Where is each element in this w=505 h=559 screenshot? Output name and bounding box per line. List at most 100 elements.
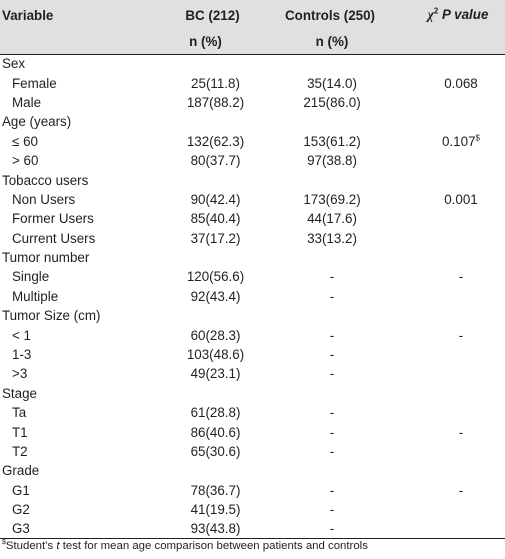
row-label: Non Users — [12, 191, 76, 207]
bc-cell: 37(17.2) — [190, 230, 241, 246]
bc-cell: 132(62.3) — [186, 133, 245, 149]
bc-cell: 49(23.1) — [190, 366, 241, 382]
section-controls-blank — [255, 112, 391, 131]
section-label: Age (years) — [2, 114, 72, 130]
section-p-blank — [391, 112, 505, 131]
header-p-blank — [391, 30, 505, 55]
bc-cell: 187(88.2) — [186, 94, 245, 110]
chi-symbol: χ — [427, 7, 434, 22]
controls-cell: - — [329, 502, 335, 518]
row-label: Single — [12, 269, 50, 285]
p-value-cell: 0.001 — [391, 190, 505, 209]
bc-cell: 25(11.8) — [191, 75, 240, 91]
controls-cell: 215(86.0) — [303, 94, 361, 110]
section-row: Grade — [0, 461, 505, 480]
section-row: Tumor Size (cm) — [0, 306, 505, 325]
controls-cell: - — [329, 347, 335, 363]
section-row: Tumor number — [0, 248, 505, 267]
table-row: G2 41(19.5) - — [0, 500, 505, 519]
header-bc-unit: n (%) — [150, 30, 255, 55]
table-body: Sex Female 25(11.8) 35(14.0) 0.068 Male 187(88… — [0, 54, 505, 540]
section-label: Grade — [2, 463, 40, 479]
table-row: Male 187(88.2) 215(86.0) — [0, 93, 505, 112]
footnote-text-after: test for mean age comparison between pat… — [59, 540, 368, 552]
section-controls-blank — [255, 170, 391, 189]
section-bc-blank — [150, 54, 255, 73]
row-label: T1 — [12, 424, 28, 440]
p-value-cell: 0.068 — [391, 73, 505, 92]
row-label: Multiple — [12, 288, 59, 304]
row-label: G3 — [0, 519, 150, 540]
bc-cell: 90(42.4) — [190, 191, 241, 207]
section-p-blank — [391, 248, 505, 267]
controls-cell: 35(14.0) — [307, 75, 357, 91]
table-row: 1-3 103(48.6) - — [0, 345, 505, 364]
controls-cell: - — [329, 288, 335, 304]
p-value-cell: - — [391, 422, 505, 441]
section-p-blank — [391, 461, 505, 480]
table-row: Former Users 85(40.4) 44(17.6) — [0, 209, 505, 228]
section-row: Sex — [0, 54, 505, 73]
p-value: - — [458, 269, 464, 285]
p-value: 0.107 — [442, 133, 476, 149]
table-row: Multiple 92(43.4) - — [0, 287, 505, 306]
p-value-cell: - — [391, 325, 505, 344]
results-table: Variable BC (212) Controls (250) χ2 P va… — [0, 0, 505, 540]
bc-cell: 80(37.7) — [190, 153, 241, 169]
table-row: >3 49(23.1) - — [0, 364, 505, 383]
section-row: Stage — [0, 384, 505, 403]
controls-cell: - — [329, 327, 335, 343]
row-label: Current Users — [12, 230, 96, 246]
section-p-blank — [391, 384, 505, 403]
section-controls-blank — [255, 54, 391, 73]
p-value-cell — [391, 151, 505, 170]
section-bc-blank — [150, 384, 255, 403]
bc-cell: 78(36.7) — [190, 482, 241, 498]
controls-cell: - — [329, 444, 335, 459]
bc-cell: 92(43.4) — [190, 288, 241, 304]
header-units-blank — [0, 30, 150, 55]
p-value-cell — [391, 403, 505, 422]
chi-power: 2 — [433, 6, 439, 16]
section-p-blank — [391, 170, 505, 189]
controls-cell: - — [329, 482, 335, 498]
header-controls: Controls (250) — [284, 7, 376, 23]
row-label: T2 — [12, 444, 28, 459]
row-label: 1-3 — [12, 347, 32, 363]
p-value-cell: 0.107$ — [391, 132, 505, 151]
controls-cell: - — [255, 519, 391, 540]
bc-cell: 61(28.8) — [190, 405, 241, 421]
row-label: G1 — [12, 482, 30, 498]
section-label: Tobacco users — [2, 172, 89, 188]
p-value-cell — [391, 229, 505, 248]
table-row: Current Users 37(17.2) 33(13.2) — [0, 229, 505, 248]
table-row: Female 25(11.8) 35(14.0) 0.068 — [0, 73, 505, 92]
header-controls-unit: n (%) — [255, 30, 391, 55]
p-value-cell — [391, 519, 505, 540]
section-label: Stage — [2, 385, 37, 401]
p-value-cell: - — [391, 267, 505, 286]
p-value: 0.001 — [444, 191, 478, 207]
controls-cell: - — [329, 366, 335, 382]
section-controls-blank — [255, 384, 391, 403]
section-bc-blank — [150, 248, 255, 267]
row-label: Female — [12, 75, 57, 91]
section-bc-blank — [150, 306, 255, 325]
section-row: Tobacco users — [0, 170, 505, 189]
bc-cell: 65(30.6) — [190, 444, 241, 459]
p-value-cell — [391, 93, 505, 112]
p-value-cell: - — [391, 481, 505, 500]
bc-cell: 93(43.8) — [150, 519, 255, 540]
header-bc: BC (212) — [185, 7, 240, 23]
header-p-value: χ2 P value — [391, 0, 505, 30]
section-label: Tumor Size (cm) — [2, 308, 101, 324]
footnote: $Student’s t test for mean age compariso… — [2, 539, 368, 552]
footnote-text-before: Student’s — [5, 540, 57, 552]
table-row: < 1 60(28.3) - - — [0, 325, 505, 344]
section-bc-blank — [150, 112, 255, 131]
p-value-label: P value — [442, 7, 489, 22]
controls-cell: 33(13.2) — [307, 230, 357, 246]
section-bc-blank — [150, 461, 255, 480]
p-value-cell — [391, 209, 505, 228]
